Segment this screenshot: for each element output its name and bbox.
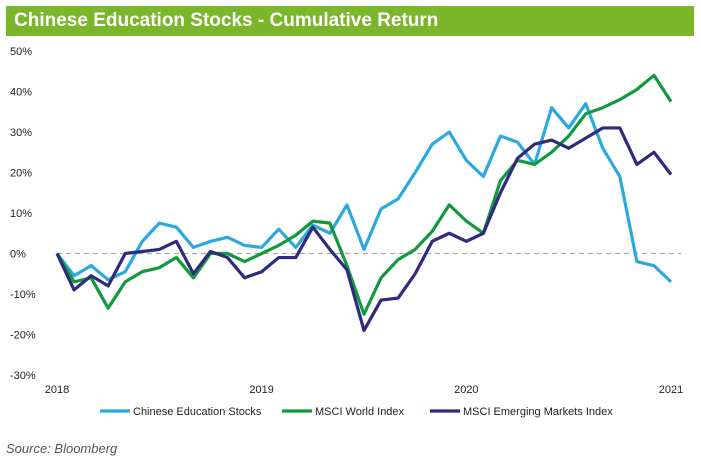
x-tick-label: 2018 [45, 384, 69, 396]
y-tick-label: 0% [10, 249, 26, 261]
y-tick-label: -10% [10, 289, 36, 301]
x-tick-label: 2019 [249, 384, 273, 396]
legend-label: MSCI World Index [315, 406, 405, 418]
chart-title: Chinese Education Stocks - Cumulative Re… [6, 6, 694, 36]
y-tick-label: 10% [10, 208, 32, 220]
series-line-2 [55, 126, 673, 333]
y-tick-label: 30% [10, 127, 32, 139]
source-note: Source: Bloomberg [6, 441, 118, 456]
series-line-0 [55, 102, 673, 284]
y-tick-label: -30% [10, 370, 36, 382]
legend-label: MSCI Emerging Markets Index [463, 406, 613, 418]
y-tick-label: 40% [10, 87, 32, 99]
x-tick-label: 2021 [659, 384, 683, 396]
y-tick-label: 50% [10, 46, 32, 58]
y-tick-label: 20% [10, 168, 32, 180]
legend-label: Chinese Education Stocks [133, 406, 262, 418]
x-tick-label: 2020 [454, 384, 478, 396]
series-line-1 [55, 73, 673, 316]
y-tick-label: -20% [10, 330, 36, 342]
